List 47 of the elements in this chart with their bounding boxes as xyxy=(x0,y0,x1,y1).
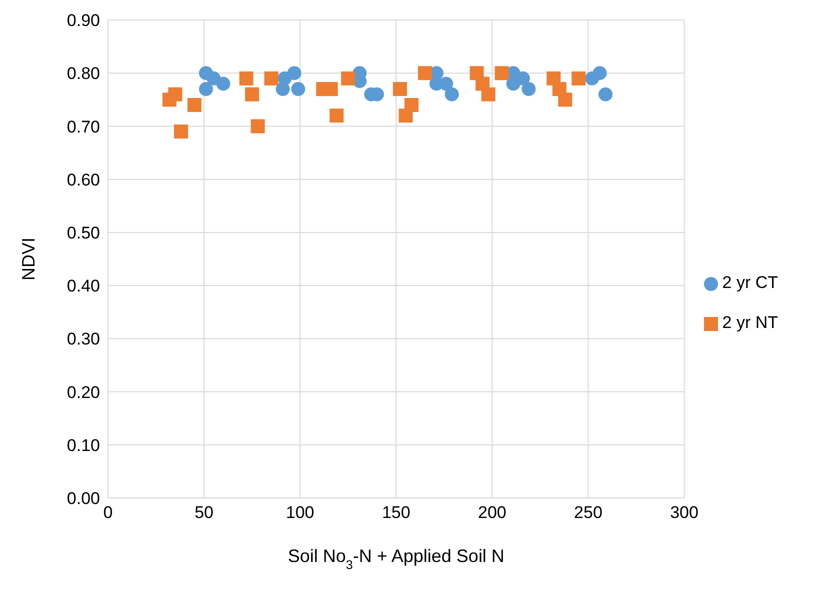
y-tick-label: 0.30 xyxy=(66,330,100,349)
y-tick-label: 0.90 xyxy=(66,11,100,30)
point xyxy=(250,119,265,134)
x-tick-label: 250 xyxy=(574,503,602,522)
legend-label: 2 yr CT xyxy=(722,273,778,292)
point xyxy=(558,92,572,107)
point xyxy=(444,87,459,102)
x-tick-label: 50 xyxy=(194,503,214,522)
y-tick-label: 0.60 xyxy=(66,170,100,190)
point xyxy=(341,71,356,86)
point xyxy=(187,98,202,112)
point xyxy=(264,71,278,86)
point xyxy=(572,71,586,86)
point xyxy=(216,76,230,91)
y-tick-label: 0.10 xyxy=(66,436,100,455)
point xyxy=(324,82,338,96)
point xyxy=(598,87,613,102)
legend-label: 2 yr NT xyxy=(722,313,778,332)
x-axis-title: Soil No$_{3}$-N + Applied Soil N xyxy=(288,546,504,572)
point xyxy=(494,66,509,80)
point xyxy=(592,66,607,80)
x-tick-label: 200 xyxy=(478,503,506,522)
point xyxy=(522,82,536,96)
y-tick-label: 0.50 xyxy=(66,223,100,242)
point xyxy=(330,108,344,123)
point xyxy=(481,87,496,102)
y-tick-label: 0.80 xyxy=(66,64,100,84)
x-tick-label: 0 xyxy=(103,503,113,522)
point xyxy=(291,82,306,96)
y-tick-label: 0.00 xyxy=(66,489,100,508)
y-tick-label: 0.40 xyxy=(66,276,100,296)
point xyxy=(439,76,454,91)
point xyxy=(392,82,407,96)
point xyxy=(245,87,260,102)
point xyxy=(174,124,188,139)
y-axis-title: NDVI xyxy=(18,237,38,281)
y-tick-label: 0.20 xyxy=(66,382,100,402)
point xyxy=(198,82,213,96)
x-tick-label: 300 xyxy=(670,503,698,522)
point xyxy=(404,98,418,112)
point xyxy=(516,71,530,86)
point xyxy=(239,71,254,86)
x-tick-label: 100 xyxy=(286,503,314,522)
x-tick-label: 150 xyxy=(382,503,410,522)
y-tick-label: 0.70 xyxy=(66,117,100,136)
point xyxy=(287,66,302,80)
point xyxy=(418,66,432,80)
